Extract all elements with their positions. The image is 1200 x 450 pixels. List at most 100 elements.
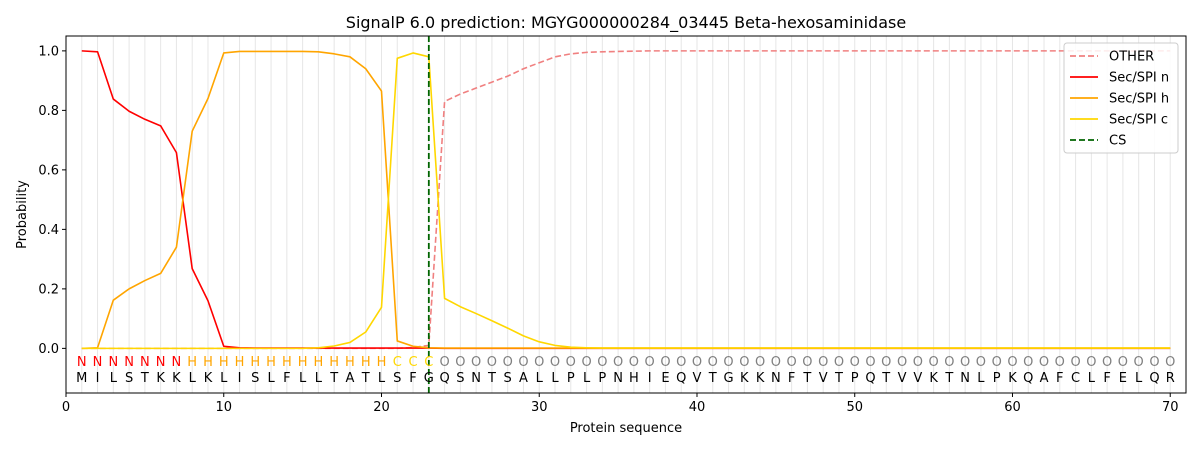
series-line-sec-spi-h: [81, 50, 1171, 350]
residue-label: T: [329, 371, 338, 386]
state-label: H: [250, 355, 260, 370]
state-label: C: [393, 355, 402, 370]
legend-label: OTHER: [1109, 50, 1154, 65]
legend-label: Sec/SPI h: [1109, 92, 1169, 107]
residue-label: P: [567, 371, 575, 386]
sequence-labels: NMNINLNSNTNKNKHLHKHLHIHSHLHFHLHLHTHAHTHL…: [76, 355, 1175, 386]
residue-label: L: [110, 371, 118, 386]
state-label: O: [723, 355, 733, 370]
residue-label: V: [898, 371, 907, 386]
residue-label: T: [802, 371, 811, 386]
state-label: O: [613, 355, 623, 370]
residue-label: I: [648, 371, 652, 386]
residue-label: L: [299, 371, 307, 386]
state-label: O: [1149, 355, 1159, 370]
state-label: O: [1055, 355, 1065, 370]
state-label: N: [77, 355, 87, 370]
state-label: H: [282, 355, 292, 370]
state-label: O: [1039, 355, 1049, 370]
residue-label: I: [238, 371, 242, 386]
residue-label: T: [708, 371, 717, 386]
series-line-sec-spi-c: [81, 52, 1171, 350]
residue-label: R: [1166, 371, 1175, 386]
y-tick-label: 0.0: [38, 342, 59, 357]
state-label: H: [235, 355, 245, 370]
state-label: O: [928, 355, 938, 370]
residue-label: S: [125, 371, 133, 386]
state-label: O: [581, 355, 591, 370]
state-label: O: [455, 355, 465, 370]
state-label: N: [156, 355, 166, 370]
residue-label: A: [1040, 371, 1049, 386]
residue-label: K: [756, 371, 765, 386]
state-label: N: [93, 355, 103, 370]
state-label: O: [518, 355, 528, 370]
state-label: H: [345, 355, 355, 370]
x-tick-label: 30: [531, 400, 548, 415]
state-label: O: [1007, 355, 1017, 370]
y-tick-label: 0.2: [38, 282, 59, 297]
residue-label: T: [487, 371, 496, 386]
residue-label: P: [598, 371, 606, 386]
series-line-other: [81, 50, 1171, 350]
residue-label: Q: [676, 371, 686, 386]
residue-label: Q: [865, 371, 875, 386]
legend-label: CS: [1109, 134, 1126, 149]
residue-label: T: [881, 371, 890, 386]
state-label: O: [755, 355, 765, 370]
state-label: O: [771, 355, 781, 370]
plot-frame: [65, 35, 1187, 394]
x-tick-label: 50: [846, 400, 863, 415]
state-label: O: [1070, 355, 1080, 370]
residue-label: M: [76, 371, 87, 386]
residue-label: L: [536, 371, 544, 386]
state-label: O: [976, 355, 986, 370]
state-label: O: [439, 355, 449, 370]
residue-label: L: [551, 371, 559, 386]
state-label: O: [739, 355, 749, 370]
state-label: H: [314, 355, 324, 370]
residue-label: F: [788, 371, 795, 386]
residue-label: T: [361, 371, 370, 386]
state-label: O: [865, 355, 875, 370]
axis-ticks: 0 10 20 30 40 50 60 70 0.0 0.2 0.4 0.6 0.8 1.0: [38, 44, 1178, 415]
state-label: H: [203, 355, 213, 370]
residue-label: T: [140, 371, 149, 386]
state-label: O: [692, 355, 702, 370]
residue-label: H: [629, 371, 639, 386]
state-label: H: [329, 355, 339, 370]
vertical-gridlines: [81, 36, 1171, 393]
residue-label: V: [819, 371, 828, 386]
residue-label: A: [519, 371, 528, 386]
residue-label: K: [929, 371, 938, 386]
y-axis-label: Probability: [15, 180, 30, 249]
residue-label: N: [771, 371, 781, 386]
residue-label: G: [424, 371, 434, 386]
state-label: O: [1102, 355, 1112, 370]
residue-label: S: [393, 371, 401, 386]
state-label: O: [676, 355, 686, 370]
state-label: C: [424, 355, 433, 370]
residue-label: E: [661, 371, 669, 386]
residue-label: K: [204, 371, 213, 386]
state-label: O: [818, 355, 828, 370]
residue-label: L: [1088, 371, 1096, 386]
residue-label: S: [504, 371, 512, 386]
x-tick-label: 10: [215, 400, 232, 415]
state-label: N: [172, 355, 182, 370]
state-label: O: [944, 355, 954, 370]
state-label: O: [660, 355, 670, 370]
residue-label: K: [172, 371, 181, 386]
state-label: O: [550, 355, 560, 370]
series-line-sec-spi-n: [81, 50, 1171, 350]
residue-label: Q: [1149, 371, 1159, 386]
state-label: O: [471, 355, 481, 370]
residue-label: F: [1056, 371, 1063, 386]
state-label: O: [787, 355, 797, 370]
residue-label: Q: [1023, 371, 1033, 386]
state-label: O: [1165, 355, 1175, 370]
state-label: O: [503, 355, 513, 370]
residue-label: E: [1119, 371, 1127, 386]
residue-label: L: [1135, 371, 1143, 386]
